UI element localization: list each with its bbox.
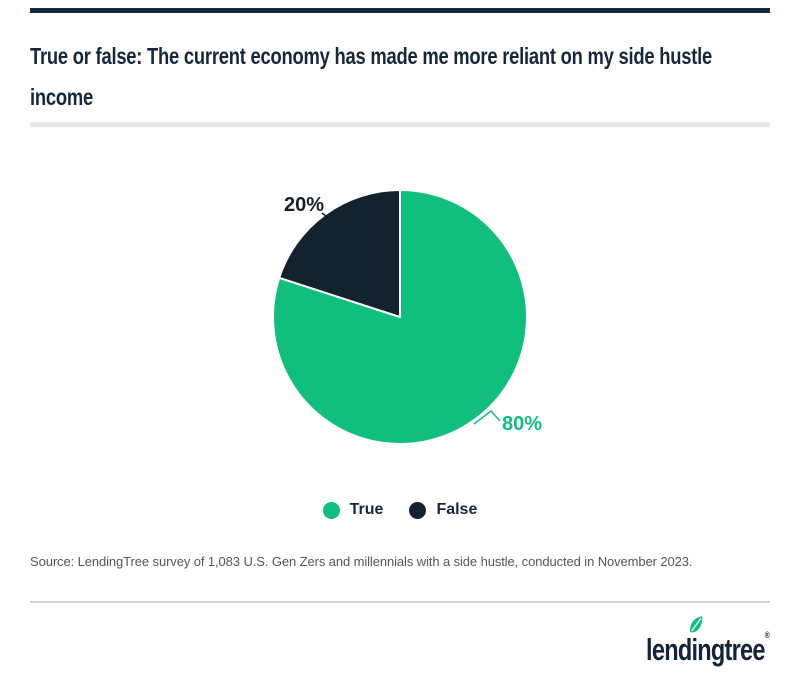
lendingtree-logo: lendi ngtree® bbox=[607, 612, 770, 667]
lendingtree-logo-wordmark: lendi ngtree® bbox=[646, 612, 770, 668]
true-label-callout-line bbox=[473, 409, 501, 425]
pie-slice-false bbox=[278, 189, 401, 318]
legend-label-true: True bbox=[349, 501, 384, 518]
chart-title: True or false: The current economy has m… bbox=[30, 36, 798, 118]
chart-legend: True False bbox=[0, 501, 800, 519]
logo-letter-i: i bbox=[690, 616, 703, 668]
chart-title-line2: income bbox=[30, 84, 93, 110]
leaf-icon bbox=[690, 616, 703, 633]
logo-text-ngtree: ngtree bbox=[697, 632, 766, 667]
logo-text-lend: lend bbox=[646, 632, 692, 667]
legend-item-false: False bbox=[409, 501, 477, 519]
legend-swatch-false-icon bbox=[409, 501, 427, 519]
legend-swatch-true-icon bbox=[322, 501, 340, 519]
title-divider bbox=[30, 122, 770, 127]
true-slice-data-label: 80% bbox=[502, 413, 542, 435]
footer-divider bbox=[30, 601, 770, 603]
false-slice-data-label: 20% bbox=[284, 194, 324, 216]
legend-label-false: False bbox=[436, 501, 478, 518]
legend-item-true: True bbox=[322, 501, 384, 519]
false-label-callout-line bbox=[321, 212, 335, 223]
source-note: Source: LendingTree survey of 1,083 U.S.… bbox=[30, 554, 693, 569]
chart-title-line1: True or false: The current economy has m… bbox=[30, 43, 712, 69]
logo-text-i: i bbox=[691, 632, 699, 667]
pie-slice-true bbox=[272, 189, 528, 445]
pie-chart: 20% 80% bbox=[272, 189, 542, 445]
registered-trademark-icon: ® bbox=[764, 630, 770, 640]
top-accent-bar bbox=[30, 8, 770, 13]
